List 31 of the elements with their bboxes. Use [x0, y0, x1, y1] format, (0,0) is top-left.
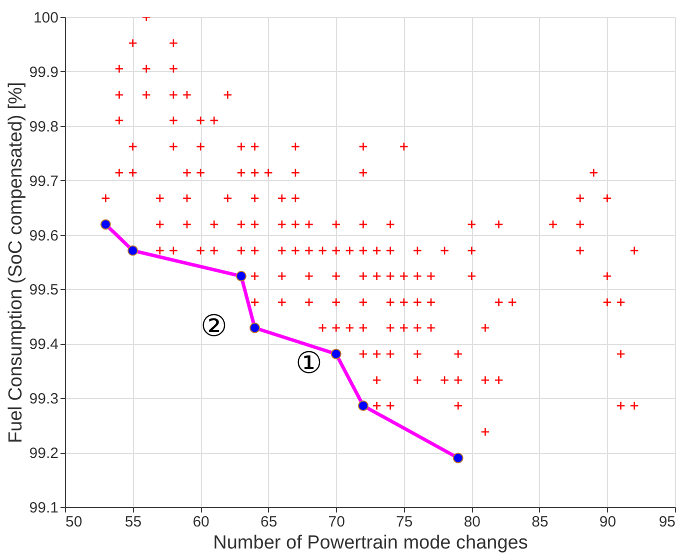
y-tick-label: 99.7 — [29, 172, 58, 190]
x-tick-label: 75 — [396, 514, 413, 530]
x-tick-label: 55 — [124, 514, 142, 530]
point — [250, 322, 260, 334]
x-tick-label: 90 — [599, 514, 616, 530]
y-tick-label: 99.1 — [29, 500, 58, 516]
point — [236, 270, 246, 282]
x-tick-label: 50 — [66, 514, 82, 530]
point — [100, 219, 111, 230]
x-axis-title: Number of Powertrain mode changes — [213, 532, 528, 554]
y-tick-label: 99.3 — [29, 390, 58, 408]
y-tick-label: 99.5 — [29, 282, 58, 299]
point — [452, 452, 464, 464]
x-tick-label: 95 — [658, 514, 676, 530]
x-tick-label: 65 — [260, 514, 278, 530]
x-tick-label: 70 — [328, 514, 345, 530]
point — [358, 400, 368, 411]
point — [330, 348, 342, 360]
x-tick-label: 85 — [532, 514, 548, 530]
y-tick-label: 99.8 — [29, 118, 58, 136]
y-tick-label: 99.6 — [29, 227, 58, 244]
y-tick-label: 99.2 — [29, 445, 58, 462]
x-tick-label: 60 — [192, 514, 210, 530]
y-tick-label: 100 — [33, 10, 58, 26]
y-axis-title: Fuel Consumption (SoC compensated) [%] — [5, 82, 26, 444]
annotation: ① — [296, 346, 322, 381]
y-tick-label: 99.9 — [29, 64, 58, 81]
point — [128, 245, 138, 256]
annotation: ② — [200, 309, 228, 344]
y-tick-label: 99.4 — [29, 336, 58, 354]
x-tick-label: 80 — [464, 514, 481, 530]
